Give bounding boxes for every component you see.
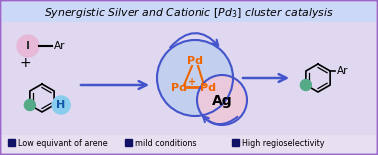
Text: High regioselectivity: High regioselectivity bbox=[242, 139, 324, 148]
Circle shape bbox=[197, 75, 247, 125]
FancyArrowPatch shape bbox=[203, 116, 237, 124]
Circle shape bbox=[24, 100, 36, 111]
Text: Low equivant of arene: Low equivant of arene bbox=[18, 139, 108, 148]
Text: I: I bbox=[26, 41, 30, 51]
Bar bbox=[2, 135, 376, 153]
FancyArrowPatch shape bbox=[170, 33, 218, 47]
Text: $\mathbf{\mathit{Synergistic\ Silver\ and\ Cationic\ [Pd_3]\ cluster\ catalysis}: $\mathbf{\mathit{Synergistic\ Silver\ an… bbox=[44, 6, 334, 20]
Text: Ar: Ar bbox=[337, 66, 349, 76]
Circle shape bbox=[157, 40, 233, 116]
Text: +: + bbox=[188, 77, 196, 87]
Text: Ar: Ar bbox=[54, 41, 65, 51]
Text: mild conditions: mild conditions bbox=[135, 139, 197, 148]
Bar bbox=[2, 2, 376, 22]
Text: Pd: Pd bbox=[187, 56, 203, 66]
Text: Ag: Ag bbox=[212, 94, 232, 108]
Circle shape bbox=[301, 80, 311, 91]
Circle shape bbox=[52, 96, 70, 114]
Text: Pd: Pd bbox=[171, 83, 187, 93]
Bar bbox=[232, 139, 239, 146]
Text: Pd: Pd bbox=[200, 83, 216, 93]
Bar bbox=[8, 139, 15, 146]
Bar bbox=[125, 139, 132, 146]
Circle shape bbox=[17, 35, 39, 57]
Text: +: + bbox=[19, 56, 31, 70]
Text: H: H bbox=[56, 100, 66, 110]
